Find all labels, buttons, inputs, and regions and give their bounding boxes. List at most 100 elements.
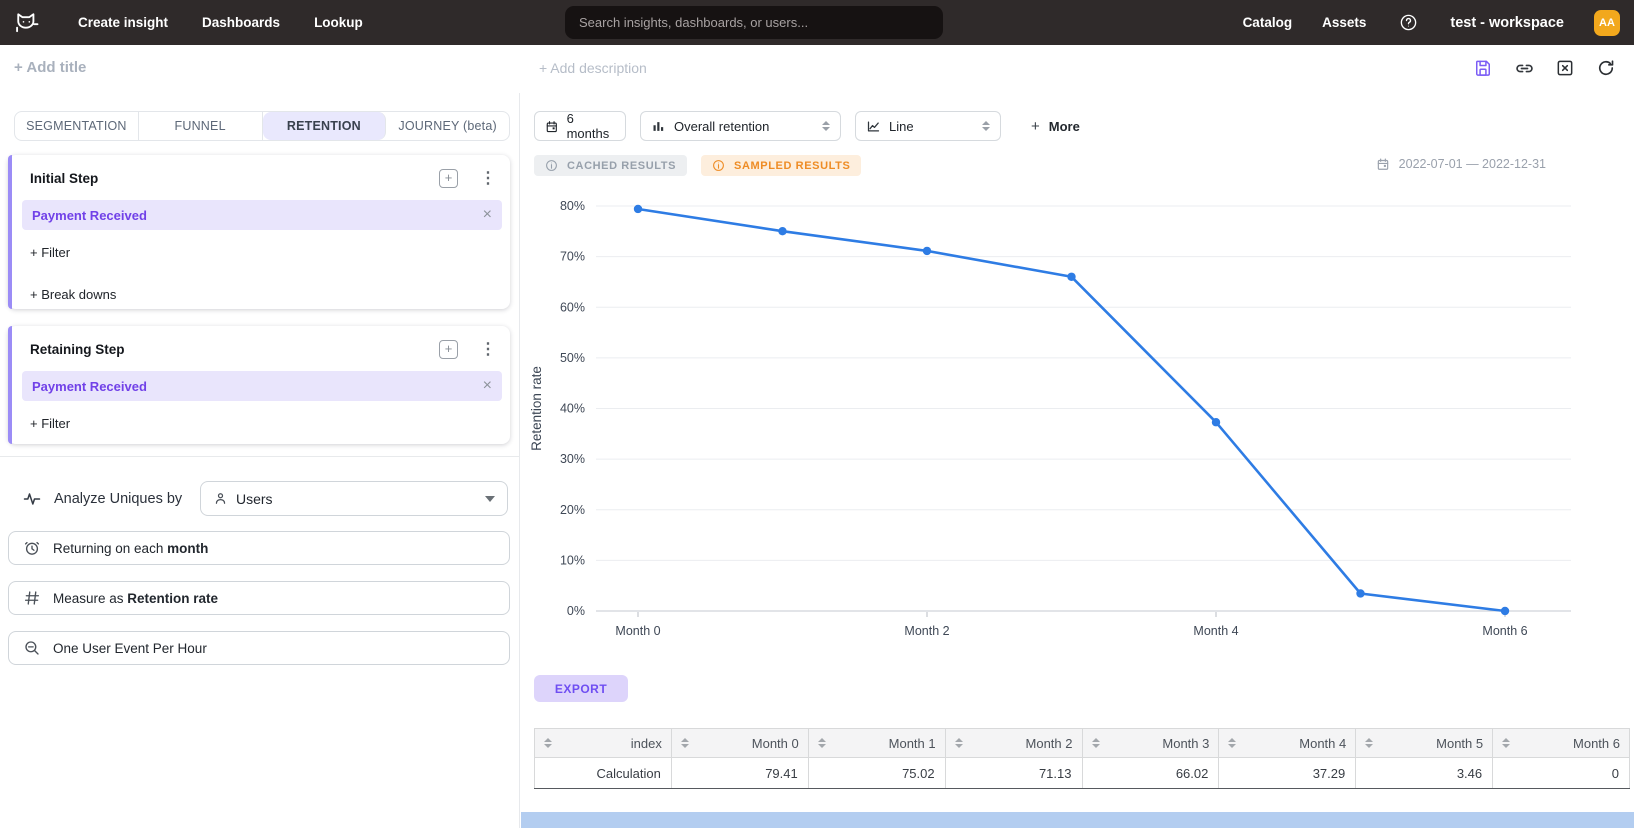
table-row: Calculation 79.41 75.02 71.13 66.02 37.2… bbox=[534, 757, 1630, 789]
zoom-out-icon bbox=[25, 641, 39, 655]
label-prefix: Measure as bbox=[53, 590, 128, 606]
add-description-button[interactable]: + Add description bbox=[539, 60, 647, 76]
add-breakdowns-link[interactable]: + Break downs bbox=[30, 287, 117, 302]
tab-retention[interactable]: RETENTION bbox=[262, 112, 387, 140]
svg-text:20%: 20% bbox=[560, 503, 585, 517]
info-icon bbox=[546, 160, 557, 171]
column-header-month-3[interactable]: Month 3 bbox=[1081, 728, 1220, 758]
person-icon bbox=[215, 493, 226, 504]
line-chart-icon bbox=[867, 121, 880, 131]
nav-lookup[interactable]: Lookup bbox=[314, 15, 363, 30]
results-panel: 6 months Overall retention Line bbox=[521, 93, 1634, 828]
insight-header: + Add title + Add description bbox=[0, 45, 1634, 93]
help-icon[interactable] bbox=[1396, 11, 1420, 35]
column-header-month-1[interactable]: Month 1 bbox=[807, 728, 946, 758]
nav-create-insight[interactable]: Create insight bbox=[78, 15, 169, 30]
select-arrows-icon bbox=[822, 121, 830, 131]
measure-as-button[interactable]: Measure as Retention rate bbox=[8, 581, 510, 615]
badge-label: CACHED RESULTS bbox=[567, 159, 677, 172]
nav-catalog[interactable]: Catalog bbox=[1242, 15, 1293, 30]
step-title: Retaining Step bbox=[30, 342, 125, 357]
sort-icon[interactable] bbox=[680, 738, 689, 748]
sort-icon[interactable] bbox=[544, 738, 552, 748]
column-header-month-2[interactable]: Month 2 bbox=[944, 728, 1083, 758]
workspace-name[interactable]: test - workspace bbox=[1450, 14, 1564, 31]
add-title-button[interactable]: + Add title bbox=[14, 59, 87, 76]
nav-right-group: Catalog Assets test - workspace AA bbox=[1243, 0, 1620, 45]
column-header-month-6[interactable]: Month 6 bbox=[1492, 728, 1630, 758]
insight-type-tabs: SEGMENTATION FUNNEL RETENTION JOURNEY (b… bbox=[14, 111, 510, 141]
link-icon[interactable] bbox=[1512, 56, 1536, 80]
search-input[interactable] bbox=[565, 6, 943, 39]
cell-index: Calculation bbox=[534, 757, 672, 789]
chart-plot-area[interactable]: 0% 10% 20% 30% 40% 50% 60% 70% 80% Month 0 Month 2… bbox=[521, 185, 1634, 651]
svg-text:0%: 0% bbox=[567, 604, 585, 618]
sort-icon[interactable] bbox=[1228, 738, 1237, 748]
returning-period-button[interactable]: Returning on each month bbox=[8, 531, 510, 565]
sampled-results-badge: SAMPLED RESULTS bbox=[701, 155, 862, 176]
cell-month-1: 75.02 bbox=[807, 757, 946, 789]
table-header-row: index Month 0 Month 1 Month 2 Month 3 Mo… bbox=[534, 728, 1630, 758]
add-event-button[interactable]: + bbox=[439, 340, 458, 359]
svg-text:60%: 60% bbox=[560, 300, 585, 314]
chevron-down-icon bbox=[485, 495, 495, 502]
time-period-button[interactable]: 6 months bbox=[534, 111, 626, 141]
column-label: Month 1 bbox=[888, 735, 936, 751]
date-range-display[interactable]: 2022-07-01 — 2022-12-31 bbox=[1376, 157, 1546, 171]
analyze-uniques-row: Analyze Uniques by Users bbox=[22, 481, 510, 517]
cell-month-4: 37.29 bbox=[1218, 757, 1357, 789]
refresh-icon[interactable] bbox=[1594, 56, 1618, 80]
cell-month-5: 3.46 bbox=[1355, 757, 1494, 789]
kebab-menu-icon[interactable]: ⋮ bbox=[480, 169, 496, 187]
sort-icon[interactable] bbox=[1365, 738, 1374, 748]
column-label: Month 6 bbox=[1573, 735, 1620, 751]
tab-journey[interactable]: JOURNEY (beta) bbox=[398, 119, 497, 133]
label-prefix: Returning on each bbox=[53, 540, 168, 556]
sidebar-divider bbox=[0, 456, 520, 457]
cell-month-0: 79.41 bbox=[670, 757, 809, 789]
sort-icon[interactable] bbox=[1502, 738, 1511, 748]
user-avatar[interactable]: AA bbox=[1594, 9, 1620, 36]
export-button[interactable]: EXPORT bbox=[534, 675, 628, 702]
more-options-button[interactable]: + More bbox=[1031, 118, 1080, 135]
sort-icon[interactable] bbox=[954, 738, 963, 748]
hash-icon bbox=[24, 591, 40, 605]
add-event-button[interactable]: + bbox=[439, 169, 458, 188]
sort-icon[interactable] bbox=[817, 738, 826, 748]
retention-line-chart: 0% 10% 20% 30% 40% 50% 60% 70% 80% Month 0 Month 2… bbox=[529, 199, 1571, 638]
column-header-month-4[interactable]: Month 4 bbox=[1218, 728, 1357, 758]
svg-text:70%: 70% bbox=[560, 250, 585, 264]
metric-select[interactable]: Overall retention bbox=[640, 111, 841, 141]
tab-funnel[interactable]: FUNNEL bbox=[139, 112, 263, 140]
column-header-month-0[interactable]: Month 0 bbox=[670, 728, 809, 758]
kebab-menu-icon[interactable]: ⋮ bbox=[480, 340, 496, 358]
nav-assets[interactable]: Assets bbox=[1322, 15, 1367, 30]
event-chip[interactable]: Payment Received × bbox=[22, 200, 502, 230]
event-chip[interactable]: Payment Received × bbox=[22, 371, 502, 401]
chart-type-select[interactable]: Line bbox=[855, 111, 1001, 141]
column-header-month-5[interactable]: Month 5 bbox=[1355, 728, 1494, 758]
column-label: Month 2 bbox=[1025, 735, 1073, 751]
returning-period-label: Returning on each month bbox=[53, 541, 208, 556]
svg-text:Retention rate: Retention rate bbox=[529, 366, 544, 451]
analyze-by-select[interactable]: Users bbox=[200, 481, 508, 516]
close-box-icon[interactable] bbox=[1553, 56, 1577, 80]
remove-event-icon[interactable]: × bbox=[482, 206, 492, 223]
column-header-index[interactable]: index bbox=[534, 728, 672, 758]
sort-icon[interactable] bbox=[1091, 738, 1100, 748]
add-filter-link[interactable]: + Filter bbox=[30, 416, 71, 431]
mitzu-cat-logo[interactable] bbox=[10, 6, 44, 40]
nav-dashboards[interactable]: Dashboards bbox=[202, 15, 281, 30]
label-bold: Retention rate bbox=[127, 590, 219, 606]
add-filter-link[interactable]: + Filter bbox=[30, 245, 71, 260]
table-scroll-strip[interactable] bbox=[521, 812, 1634, 828]
tab-segmentation[interactable]: SEGMENTATION bbox=[15, 112, 139, 140]
metric-value: Overall retention bbox=[674, 118, 770, 134]
svg-text:Month 4: Month 4 bbox=[1193, 624, 1238, 638]
bar-chart-icon bbox=[653, 121, 664, 131]
remove-event-icon[interactable]: × bbox=[482, 377, 492, 394]
svg-text:50%: 50% bbox=[560, 351, 585, 365]
save-icon[interactable] bbox=[1471, 56, 1495, 80]
event-dedup-button[interactable]: One User Event Per Hour bbox=[8, 631, 510, 665]
